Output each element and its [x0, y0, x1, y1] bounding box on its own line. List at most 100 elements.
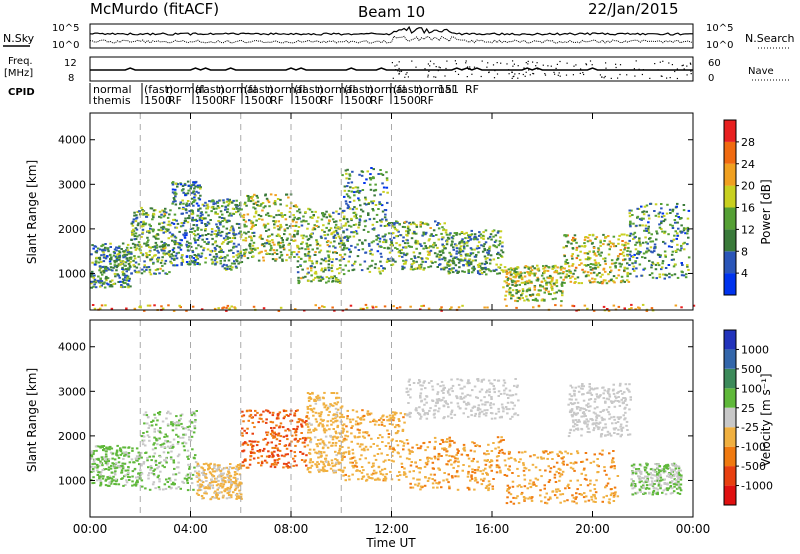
velocity-cell [156, 439, 160, 442]
power-cell [200, 228, 203, 231]
power-cell [631, 214, 634, 216]
power-cell [416, 240, 419, 243]
power-cell [258, 218, 261, 220]
power-cell [403, 253, 406, 256]
power-cell [352, 231, 355, 234]
power-cell [653, 247, 656, 250]
power-cell [197, 253, 200, 256]
velocity-cell [191, 448, 194, 451]
power-cell [434, 244, 437, 247]
power-cell [368, 250, 372, 252]
power-cell [478, 262, 481, 265]
power-cell [161, 209, 164, 212]
power-cell [492, 235, 495, 238]
power-cell [215, 261, 219, 264]
velocity-cell [334, 414, 338, 417]
power-cell [512, 276, 516, 279]
power-cell [188, 242, 191, 245]
power-cell [132, 230, 136, 233]
power-cell [348, 174, 352, 177]
power-cell [293, 229, 297, 232]
power-cell [254, 207, 257, 210]
nave-dot [573, 65, 575, 67]
velocity-cell [285, 447, 289, 450]
power-cell [254, 248, 257, 251]
power-cell [629, 272, 632, 275]
power-cell [447, 237, 451, 240]
freq-label-2: [MHz] [4, 68, 33, 79]
power-cell [169, 255, 172, 258]
power-cell [242, 249, 246, 251]
power-cell [143, 266, 146, 269]
power-cell [116, 253, 119, 256]
velocity-cell [393, 426, 397, 429]
power-cell [661, 273, 665, 276]
power-cell [109, 284, 113, 286]
power-cell [269, 249, 272, 252]
power-cell [121, 242, 125, 245]
power-cell [403, 266, 406, 269]
power-cell [440, 309, 443, 312]
power-cell [286, 237, 289, 240]
power-cell [549, 280, 553, 283]
power-cell [419, 308, 422, 311]
power-cell [371, 202, 374, 205]
velocity-cell [229, 486, 233, 489]
power-cell [379, 169, 382, 171]
power-cell [317, 225, 320, 228]
velocity-cell [314, 418, 318, 421]
power-cell [404, 262, 407, 265]
power-cell [676, 202, 679, 205]
power-cell [642, 252, 646, 255]
power-cell [355, 207, 358, 210]
power-cell [193, 187, 196, 190]
power-cell [137, 255, 140, 258]
power-cell [573, 234, 577, 237]
power-cell [337, 226, 340, 229]
power-cell [468, 264, 471, 267]
power-cell [279, 223, 282, 226]
power-cell [217, 227, 220, 230]
power-cell [543, 271, 546, 274]
velocity-cell [397, 452, 400, 455]
power-cell [383, 247, 386, 249]
power-cell [528, 279, 531, 282]
velocity-cell [227, 489, 230, 492]
power-cell [393, 223, 396, 226]
power-cell [622, 244, 626, 247]
power-cell [368, 177, 372, 180]
velocity-cell [154, 487, 157, 490]
velocity-cell [234, 484, 238, 487]
power-cell [651, 240, 655, 243]
power-cell [371, 253, 374, 256]
velocity-cell [147, 477, 150, 480]
velocity-cell [205, 480, 208, 482]
power-cell [628, 212, 631, 215]
power-cell [505, 273, 509, 276]
nave-dot [635, 60, 637, 62]
power-cell [674, 249, 678, 252]
power-cell [519, 271, 522, 274]
velocity-cell [264, 437, 267, 440]
power-cell [137, 222, 140, 225]
power-cell [212, 207, 216, 210]
power-cell [227, 241, 230, 244]
power-cell [402, 236, 405, 239]
power-cell [628, 239, 631, 242]
power-cell [438, 256, 441, 259]
velocity-cell [156, 419, 159, 422]
power-cell [430, 260, 433, 263]
power-cell [221, 257, 224, 259]
velocity-cell [208, 486, 211, 489]
power-cell [298, 247, 301, 250]
velocity-cell [229, 478, 232, 481]
power-cell [202, 247, 206, 250]
velocity-cell [215, 484, 219, 487]
velocity-cell [398, 420, 401, 422]
velocity-cell [197, 474, 201, 477]
power-cell [248, 242, 252, 245]
power-cell [306, 267, 309, 270]
power-cell [295, 253, 299, 256]
power-cell [395, 235, 398, 238]
power-cell [234, 265, 238, 268]
